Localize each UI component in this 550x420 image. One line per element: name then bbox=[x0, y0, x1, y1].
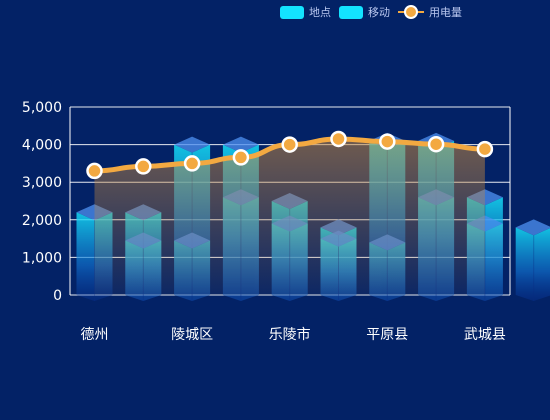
legend-item-power[interactable]: 用电量 bbox=[398, 4, 462, 20]
line-point bbox=[232, 149, 250, 166]
x-tick-label: 武城县 bbox=[464, 327, 506, 343]
legend-swatch-mobile bbox=[339, 5, 363, 19]
y-tick-label: 0 bbox=[53, 288, 62, 304]
bar-top-cap bbox=[515, 219, 550, 236]
line-point bbox=[330, 130, 347, 148]
bar-location bbox=[515, 219, 550, 301]
legend-item-location[interactable]: 地点 bbox=[280, 4, 331, 20]
line-point bbox=[183, 155, 201, 172]
legend-line-icon bbox=[398, 5, 424, 19]
legend-label-power: 用电量 bbox=[429, 6, 462, 19]
legend-label-mobile: 移动 bbox=[368, 6, 390, 19]
legend-swatch-location bbox=[280, 5, 304, 19]
bar-body bbox=[515, 227, 550, 301]
legend-label-location: 地点 bbox=[309, 6, 331, 19]
x-tick-label: 平原县 bbox=[366, 327, 408, 343]
line-layer bbox=[86, 130, 494, 180]
line-point bbox=[86, 162, 103, 180]
y-tick-label: 3,000 bbox=[22, 175, 62, 191]
x-tick-label: 乐陵市 bbox=[269, 326, 311, 343]
y-tick-label: 2,000 bbox=[22, 213, 62, 229]
area-layer bbox=[94, 138, 485, 295]
x-tick-label: 德州 bbox=[81, 327, 109, 343]
y-tick-label: 4,000 bbox=[22, 138, 62, 154]
line-point bbox=[379, 133, 396, 150]
x-tick-label: 陵城区 bbox=[171, 327, 213, 343]
y-tick-label: 1,000 bbox=[22, 250, 62, 266]
legend-item-mobile[interactable]: 移动 bbox=[339, 4, 390, 20]
line-point bbox=[281, 136, 298, 153]
line-point bbox=[476, 140, 494, 158]
y-tick-label: 5,000 bbox=[22, 100, 62, 116]
line-point bbox=[427, 135, 445, 153]
chart-legend: 地点 移动 用电量 bbox=[280, 4, 462, 20]
line-area-fill bbox=[94, 138, 485, 295]
bar-top-cap bbox=[222, 136, 259, 153]
axis-layer: 0 1,000 2,000 3,000 4,000 5,000 德州 陵城区 乐陵市 平原县 武城县 bbox=[22, 100, 511, 343]
bar-top-cap bbox=[174, 136, 211, 153]
line-point bbox=[135, 158, 152, 175]
